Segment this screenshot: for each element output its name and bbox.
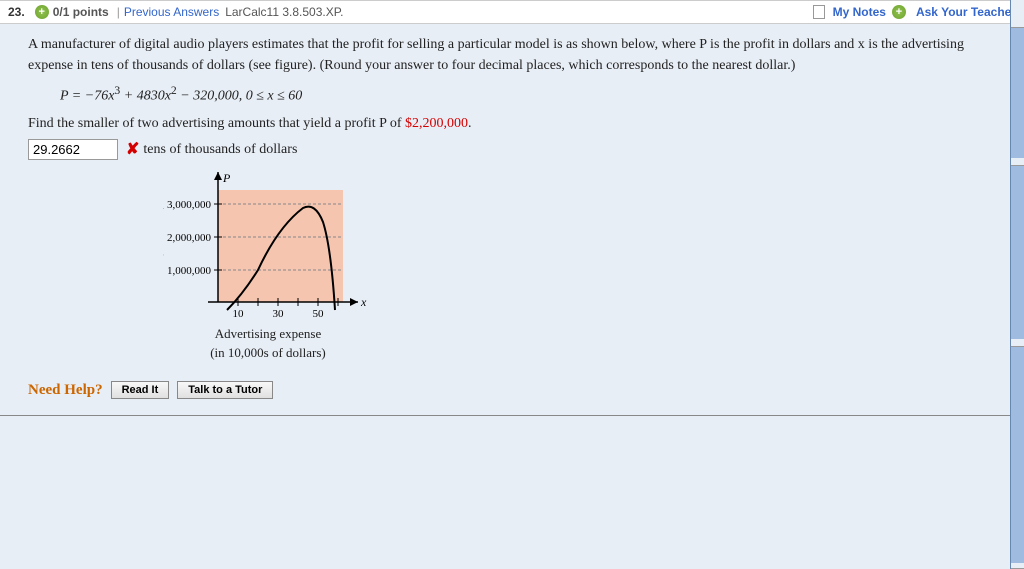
formula-text: − 320,000, 0 ≤ x ≤ 60 [177, 89, 303, 104]
find-post: . [468, 116, 472, 131]
xtick-label: 10 [233, 308, 245, 320]
formula: P = −76x3 + 4830x2 − 320,000, 0 ≤ x ≤ 60 [60, 82, 996, 107]
x-axis-title-2: (in 10,000s of dollars) [138, 343, 398, 363]
source-text: LarCalc11 3.8.503.XP. [225, 5, 343, 19]
axis-label-x: x [360, 295, 367, 309]
chart-svg: 3,000,000 2,000,000 1,000,000 10 30 50 P… [163, 172, 373, 322]
figure: 3,000,000 2,000,000 1,000,000 10 30 50 P… [138, 172, 398, 363]
ask-teacher-link[interactable]: Ask Your Teacher [916, 5, 1016, 19]
xtick-label: 30 [273, 308, 285, 320]
ytick-label: 3,000,000 [167, 199, 212, 211]
read-it-button[interactable]: Read It [111, 381, 170, 399]
plus-icon[interactable]: + [35, 5, 49, 19]
x-axis-title-1: Advertising expense [138, 324, 398, 344]
separator: | [117, 5, 120, 19]
need-help-row: Need Help? Read It Talk to a Tutor [28, 379, 996, 402]
axis-label-p: P [222, 172, 231, 185]
question-number: 23. [8, 5, 25, 19]
wrong-icon: ✘ [126, 138, 139, 162]
xtick-label: 50 [313, 308, 325, 320]
note-icon [813, 5, 825, 19]
my-notes-link[interactable]: My Notes [833, 5, 886, 19]
question-header: 23. + 0/1 points | Previous Answers LarC… [0, 1, 1024, 24]
find-text: Find the smaller of two advertising amou… [28, 113, 996, 134]
edge-notch [1011, 339, 1024, 347]
y-axis-title: Profit (in dollars) [163, 205, 164, 288]
edge-notch [1011, 563, 1024, 569]
answer-input[interactable] [28, 139, 118, 160]
answer-units: tens of thousands of dollars [143, 139, 297, 160]
plus-icon[interactable]: + [892, 5, 906, 19]
arrow-icon [214, 172, 222, 180]
problem-intro: A manufacturer of digital audio players … [28, 34, 996, 76]
ytick-label: 1,000,000 [167, 265, 212, 277]
edge-notch [1011, 0, 1024, 28]
chart-fill [218, 190, 343, 302]
talk-tutor-button[interactable]: Talk to a Tutor [177, 381, 273, 399]
edge-notch [1011, 158, 1024, 166]
right-scroll-edge[interactable] [1010, 0, 1024, 569]
formula-text: + 4830x [120, 89, 171, 104]
target-value: $2,200,000 [405, 116, 468, 131]
find-pre: Find the smaller of two advertising amou… [28, 116, 405, 131]
ytick-label: 2,000,000 [167, 232, 212, 244]
arrow-icon [350, 298, 358, 306]
points-text: 0/1 points [53, 5, 109, 19]
previous-answers-link[interactable]: Previous Answers [124, 5, 219, 19]
need-help-label: Need Help? [28, 379, 103, 402]
chart: 3,000,000 2,000,000 1,000,000 10 30 50 P… [163, 172, 373, 322]
answer-row: ✘ tens of thousands of dollars [28, 138, 996, 162]
formula-text: P = −76x [60, 89, 114, 104]
question-content: A manufacturer of digital audio players … [0, 24, 1024, 416]
